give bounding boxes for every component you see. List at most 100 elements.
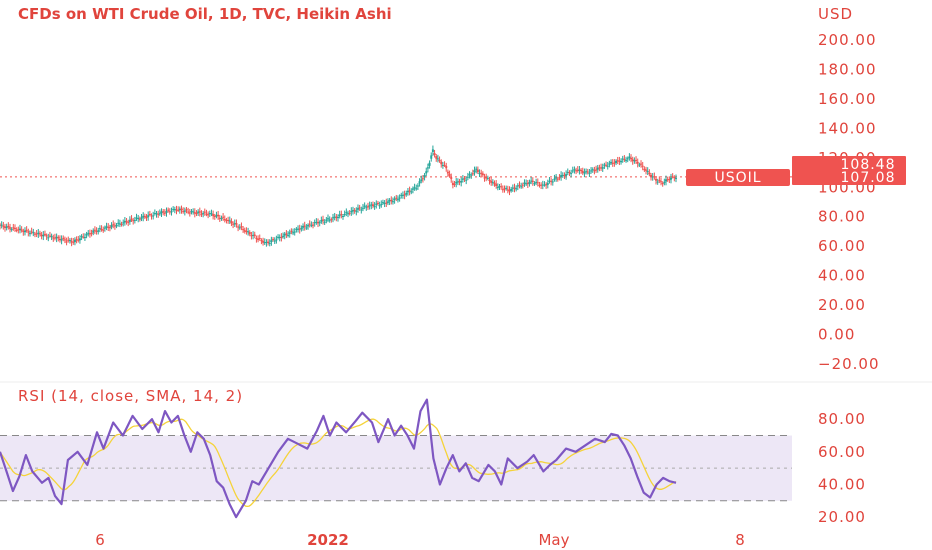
candle-body bbox=[350, 211, 353, 213]
candle-body bbox=[92, 230, 95, 233]
candle-body bbox=[107, 226, 110, 228]
candle-body bbox=[312, 224, 315, 226]
candle-body bbox=[278, 236, 281, 238]
candle-body bbox=[73, 239, 76, 242]
candle-body bbox=[358, 207, 361, 209]
candle-body bbox=[32, 232, 35, 234]
candle-body bbox=[172, 209, 175, 211]
candle-body bbox=[426, 167, 429, 169]
candle-body bbox=[656, 181, 659, 183]
candle-body bbox=[82, 236, 85, 238]
candle-body bbox=[475, 168, 478, 170]
candle-body bbox=[368, 205, 371, 207]
candle-body bbox=[125, 221, 128, 223]
candle-body bbox=[153, 213, 156, 215]
candle-body bbox=[287, 234, 290, 236]
price-tick-label: −20.00 bbox=[818, 355, 880, 373]
price-tick-label: 0.00 bbox=[818, 326, 855, 344]
candle-body bbox=[618, 160, 621, 162]
candle-body bbox=[297, 228, 300, 230]
candle-body bbox=[580, 169, 583, 171]
candle-body bbox=[410, 191, 413, 193]
candle-body bbox=[102, 229, 105, 231]
candle-body bbox=[137, 218, 140, 220]
candle-body bbox=[631, 159, 634, 162]
candle-body bbox=[52, 237, 55, 239]
candle-body bbox=[638, 164, 641, 166]
candle-body bbox=[42, 234, 45, 237]
candle-body bbox=[72, 241, 75, 243]
candle-body bbox=[491, 182, 494, 184]
candle-body bbox=[458, 181, 461, 183]
candle-body bbox=[455, 181, 458, 184]
candle-body bbox=[7, 225, 10, 227]
candle-body bbox=[188, 212, 191, 214]
candle-body bbox=[145, 217, 148, 219]
candle-body bbox=[531, 180, 534, 183]
candles bbox=[0, 145, 677, 247]
price-tick-label: 180.00 bbox=[818, 60, 877, 78]
candle-body bbox=[546, 182, 549, 185]
candle-body bbox=[396, 199, 399, 201]
candle-body bbox=[623, 158, 626, 160]
candle-body bbox=[18, 228, 21, 230]
candle-body bbox=[378, 205, 381, 207]
candle-body bbox=[307, 225, 310, 227]
candle-body bbox=[190, 211, 193, 213]
candle-body bbox=[438, 160, 441, 162]
candle-body bbox=[337, 217, 339, 219]
currency-label: USD bbox=[818, 5, 853, 23]
candle-body bbox=[470, 174, 473, 176]
candle-body bbox=[626, 158, 629, 160]
candle-body bbox=[168, 211, 171, 213]
candle-body bbox=[2, 225, 5, 227]
candle-body bbox=[550, 180, 553, 182]
candle-body bbox=[28, 233, 31, 235]
candle-body bbox=[213, 215, 216, 217]
candle-body bbox=[143, 215, 146, 218]
rsi-tick-label: 20.00 bbox=[818, 508, 866, 526]
candle-body bbox=[515, 188, 518, 190]
candle-body bbox=[123, 220, 126, 223]
candle-body bbox=[406, 190, 409, 193]
candle-body bbox=[298, 228, 301, 230]
candle-body bbox=[615, 160, 618, 163]
candle-body bbox=[178, 208, 181, 211]
candle-body bbox=[595, 169, 598, 171]
candle-body bbox=[208, 213, 211, 215]
candle-body bbox=[15, 229, 18, 231]
candle-body bbox=[288, 232, 291, 234]
candle-body bbox=[351, 210, 354, 212]
x-label-6: 6 bbox=[95, 531, 105, 549]
candle-body bbox=[435, 156, 438, 159]
candle-body bbox=[128, 219, 131, 222]
candle-body bbox=[620, 160, 623, 163]
candle-body bbox=[155, 213, 158, 215]
candle-body bbox=[165, 211, 168, 213]
candle-body bbox=[338, 214, 341, 217]
candle-body bbox=[175, 209, 178, 211]
candle-body bbox=[535, 181, 538, 183]
candle-body bbox=[386, 201, 389, 203]
candle-body bbox=[496, 186, 499, 188]
candle-body bbox=[265, 241, 268, 243]
candle-body bbox=[317, 221, 320, 224]
candle-body bbox=[423, 175, 426, 178]
x-label-may: May bbox=[538, 531, 569, 549]
candle-body bbox=[501, 189, 504, 191]
candle-body bbox=[575, 170, 578, 172]
candle-body bbox=[62, 237, 65, 239]
candle-body bbox=[88, 233, 91, 235]
candle-body bbox=[510, 188, 513, 191]
candle-body bbox=[122, 222, 125, 224]
candle-body bbox=[671, 176, 674, 178]
candle-body bbox=[418, 181, 421, 184]
candle-body bbox=[103, 227, 106, 229]
candle-body bbox=[578, 169, 581, 171]
price-tick-label: 160.00 bbox=[818, 90, 877, 108]
candle-body bbox=[383, 202, 386, 204]
candle-body bbox=[60, 239, 63, 241]
candle-body bbox=[330, 219, 333, 221]
candle-body bbox=[207, 214, 210, 216]
candle-body bbox=[3, 226, 6, 228]
